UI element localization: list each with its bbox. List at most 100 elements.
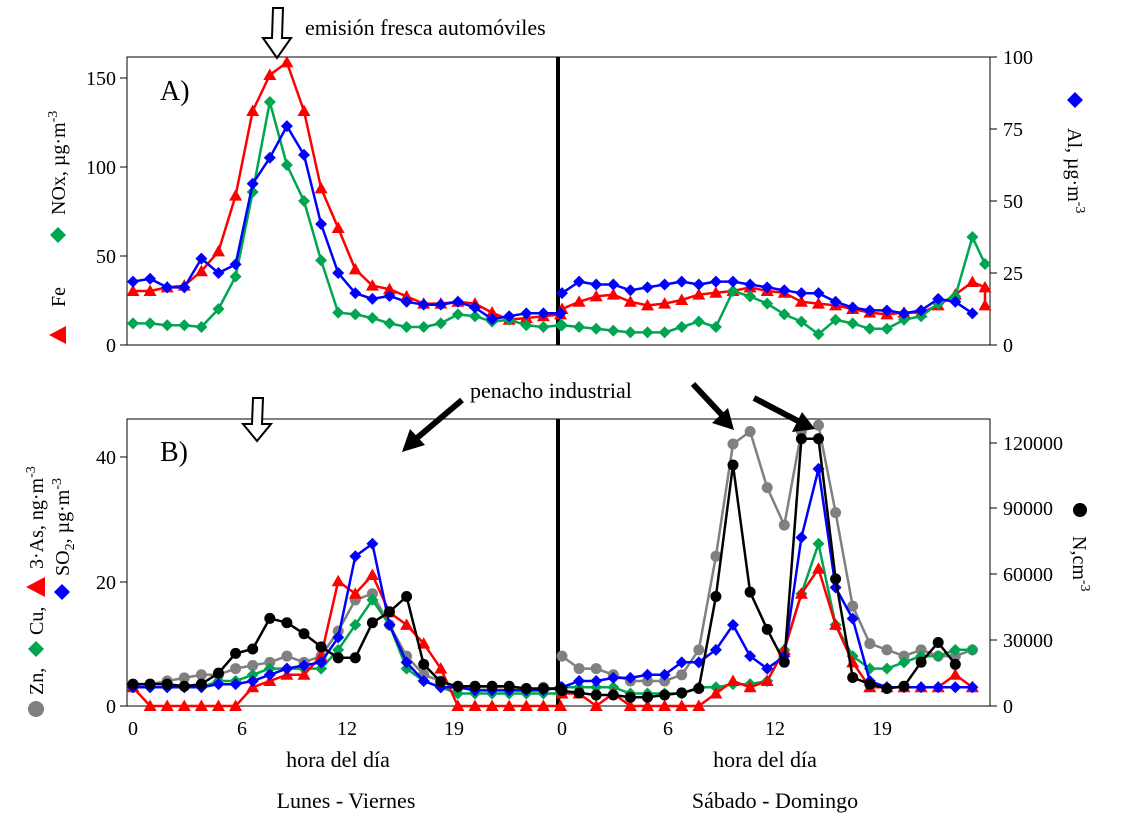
data-point [383, 618, 396, 631]
panel-a-ytick-100: 100 [86, 157, 116, 179]
industrial-plume-annotation: penacho industrial [240, 378, 815, 452]
data-point [949, 658, 961, 670]
data-point [263, 662, 276, 675]
data-point [761, 662, 774, 675]
data-point [641, 281, 654, 294]
data-point [692, 699, 706, 711]
data-point [965, 275, 979, 287]
panel-a-right-ticks: 0 25 50 75 100 [990, 47, 1033, 357]
data-point [709, 643, 722, 656]
data-point [229, 189, 243, 201]
data-point [177, 699, 191, 711]
data-point [263, 96, 276, 108]
data-point [383, 282, 396, 295]
data-point [161, 678, 173, 690]
data-point [280, 662, 293, 675]
data-point [400, 289, 414, 302]
series-line [133, 100, 561, 329]
data-point [898, 313, 910, 326]
data-point [658, 297, 672, 309]
data-point [127, 678, 139, 690]
plume-arrow-right-head [792, 412, 815, 432]
data-point [247, 643, 259, 655]
data-point [778, 308, 791, 321]
data-point [281, 617, 293, 629]
data-point [675, 293, 689, 305]
data-point [178, 680, 190, 692]
data-point [229, 270, 242, 283]
data-point [812, 287, 825, 300]
data-point [520, 307, 533, 320]
data-point [606, 288, 620, 300]
data-point [520, 682, 532, 694]
data-point [485, 699, 499, 711]
data-point [417, 675, 430, 688]
data-point [760, 674, 774, 687]
data-point [195, 321, 208, 333]
panel-a: A) 0 50 100 150 0 25 50 75 100 [46, 47, 1087, 357]
data-point [332, 652, 344, 664]
data-point [332, 643, 345, 656]
data-point [744, 290, 757, 303]
n-label: N,cm-3 [1068, 536, 1092, 592]
data-point [280, 120, 293, 133]
so2-label: SO2, µg·m-3 [50, 478, 78, 576]
data-point [880, 304, 893, 317]
data-point [365, 279, 379, 291]
data-point [726, 674, 740, 687]
data-point [978, 280, 992, 293]
panel-b-rtick-60000: 60000 [1003, 564, 1053, 586]
data-point [693, 644, 705, 656]
data-point [590, 322, 603, 335]
data-point [486, 680, 498, 692]
panel-a-ytick-50: 50 [96, 246, 116, 268]
data-point [246, 668, 259, 681]
xtick-19-a: 19 [444, 718, 464, 740]
data-point [932, 292, 945, 305]
cu-marker-icon [28, 641, 44, 657]
data-point [143, 699, 157, 711]
data-point [502, 699, 516, 711]
data-point [846, 317, 859, 330]
data-point [744, 278, 757, 291]
data-point [590, 689, 602, 701]
data-point [366, 292, 379, 305]
data-point [590, 663, 602, 675]
data-point [264, 612, 276, 624]
data-point [178, 319, 191, 332]
data-point [246, 177, 259, 190]
data-point [195, 678, 207, 690]
data-point [915, 304, 928, 317]
data-point [692, 278, 705, 291]
series-line [561, 437, 957, 699]
data-point [366, 312, 379, 324]
xlabel-left: hora del día [286, 747, 390, 772]
data-point [349, 308, 362, 321]
data-point [795, 433, 807, 445]
data-point [194, 699, 208, 711]
data-point [556, 650, 568, 662]
data-point [744, 425, 756, 437]
data-point [915, 681, 928, 694]
data-point [658, 326, 671, 339]
data-point [830, 507, 842, 519]
data-point [624, 691, 636, 703]
data-point [658, 668, 671, 681]
data-point [966, 231, 979, 243]
data-point [178, 281, 191, 294]
panel-a-right-axis-label: Al, µg·m-3 [1063, 92, 1087, 213]
data-point [743, 680, 757, 693]
cu-label: Cu, [26, 607, 48, 635]
data-point [280, 55, 294, 68]
data-point [847, 672, 859, 684]
data-point [709, 286, 723, 298]
data-point [727, 438, 739, 450]
data-point [247, 659, 259, 671]
nox-label: NOx, µg·m-3 [46, 111, 70, 215]
data-point [641, 699, 654, 711]
data-point [400, 321, 413, 333]
series-al [127, 120, 979, 326]
xtick-0-b: 0 [557, 718, 567, 740]
plume-arrow-mid-head [712, 408, 734, 430]
data-point [761, 482, 773, 494]
